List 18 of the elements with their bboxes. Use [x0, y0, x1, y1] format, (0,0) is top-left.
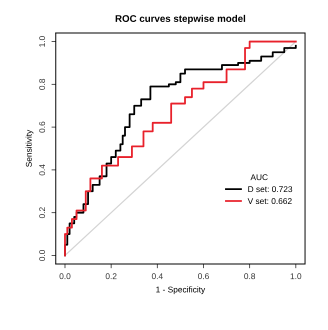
y-tick-label: 0.8 [39, 78, 46, 90]
y-tick-label: 0.0 [39, 250, 46, 261]
y-tick-label: 0.6 [39, 122, 46, 133]
x-tick-label: 0.0 [60, 273, 70, 280]
x-axis-title: 1 - Specificity [156, 286, 206, 294]
x-tick-label: 0.8 [244, 273, 256, 280]
chart-title: ROC curves stepwise model [116, 14, 246, 24]
x-tick-label: 1.0 [290, 273, 302, 280]
x-tick-label: 0.2 [106, 273, 117, 280]
y-tick-label: 0.4 [39, 164, 46, 176]
y-axis-title: Sensitivity [26, 130, 34, 167]
x-tick-label: 0.6 [198, 273, 209, 280]
legend-label: D set: 0.723 [248, 186, 292, 192]
x-tick-label: 0.4 [152, 273, 163, 280]
y-tick-label: 1.0 [39, 36, 46, 47]
legend-title: AUC [250, 174, 268, 180]
y-tick-label: 0.2 [39, 207, 46, 218]
legend-label: V set: 0.662 [248, 198, 292, 204]
